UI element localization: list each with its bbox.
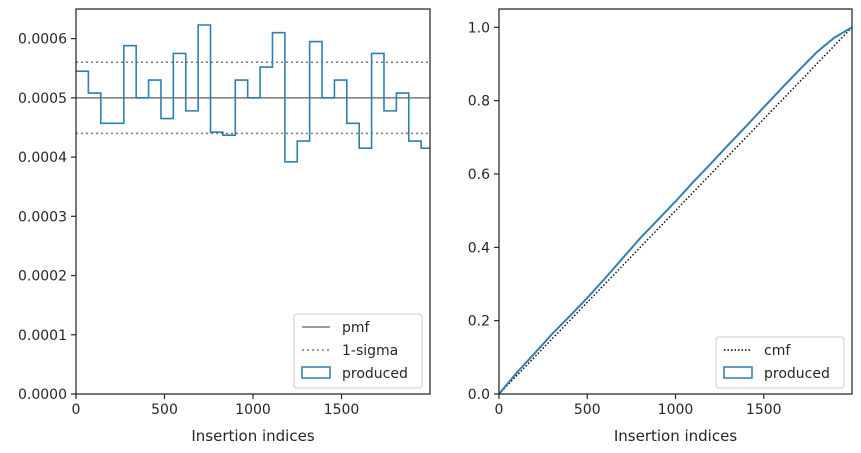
pmf-chart: 0 500 1000 1500 0.00000.00010.00020.00030.0…: [18, 8, 431, 445]
y-tick-label: 0.6: [468, 167, 490, 183]
y-tick-label: 0.0000: [18, 387, 67, 403]
x-tick-label: 0: [72, 402, 81, 418]
x-tick-label: 1500: [746, 402, 782, 418]
legend-produced-swatch: [301, 366, 331, 379]
x-tick-label: 500: [574, 402, 601, 418]
y-tick-label: 0.0002: [18, 269, 67, 285]
x-tick-label: 1500: [324, 402, 360, 418]
y-tick-label: 0.0001: [18, 328, 67, 344]
x-ticks: 0 500 1000 1500: [72, 394, 360, 418]
y-tick-label: 0.8: [468, 94, 490, 110]
x-axis-label: Insertion indices: [191, 427, 314, 445]
legend-cmf-label: cmf: [764, 343, 791, 359]
cmf-line: [498, 26, 853, 395]
y-tick-label: 0.0006: [18, 32, 67, 48]
legend-pmf-label: pmf: [342, 320, 371, 336]
y-tick-label: 0.0003: [18, 209, 67, 225]
x-ticks: 0 500 1000 1500: [495, 394, 782, 418]
x-tick-label: 1000: [235, 402, 271, 418]
legend-sigma-label: 1-sigma: [342, 343, 398, 359]
legend-produced-label: produced: [764, 366, 830, 382]
legend-produced-swatch: [723, 366, 753, 379]
axes-frame: [498, 8, 853, 395]
axes-frame: [75, 8, 431, 395]
cmf-line-mark: [498, 26, 853, 395]
produced-step-path: [76, 24, 430, 163]
legend: cmf produced: [715, 336, 845, 389]
y-tick-label: 0.0004: [18, 150, 67, 166]
y-ticks: 0.0000 0.0001 0.0002 0.0003 0.0004 0.0005 0.00…: [18, 32, 76, 403]
x-tick-label: 500: [151, 402, 178, 418]
y-tick-label: 0.2: [468, 314, 490, 330]
x-axis-label: Insertion indices: [614, 427, 737, 445]
y-tick-label: 0.0: [468, 387, 490, 403]
produced-line-path: [498, 26, 853, 395]
y-tick-label: 1.0: [468, 20, 490, 36]
y-ticks: 0.0 0.2 0.4 0.6 0.8 1.0: [468, 20, 499, 403]
legend: pmf 1-sigma produced: [293, 313, 423, 389]
y-tick-label: 0.4: [468, 240, 490, 256]
produced-steps: [76, 24, 430, 163]
legend-produced-label: produced: [342, 366, 408, 382]
legend-box: [293, 313, 423, 389]
x-tick-label: 1000: [658, 402, 694, 418]
x-tick-label: 0: [495, 402, 504, 418]
y-tick-label: 0.0005: [18, 91, 67, 107]
produced-line: [498, 26, 853, 395]
cmf-chart: 0 500 1000 1500 0.0 0.2 0.4 0.6 0.8 1.0 Insertio…: [468, 8, 853, 445]
legend-box: [715, 336, 845, 389]
